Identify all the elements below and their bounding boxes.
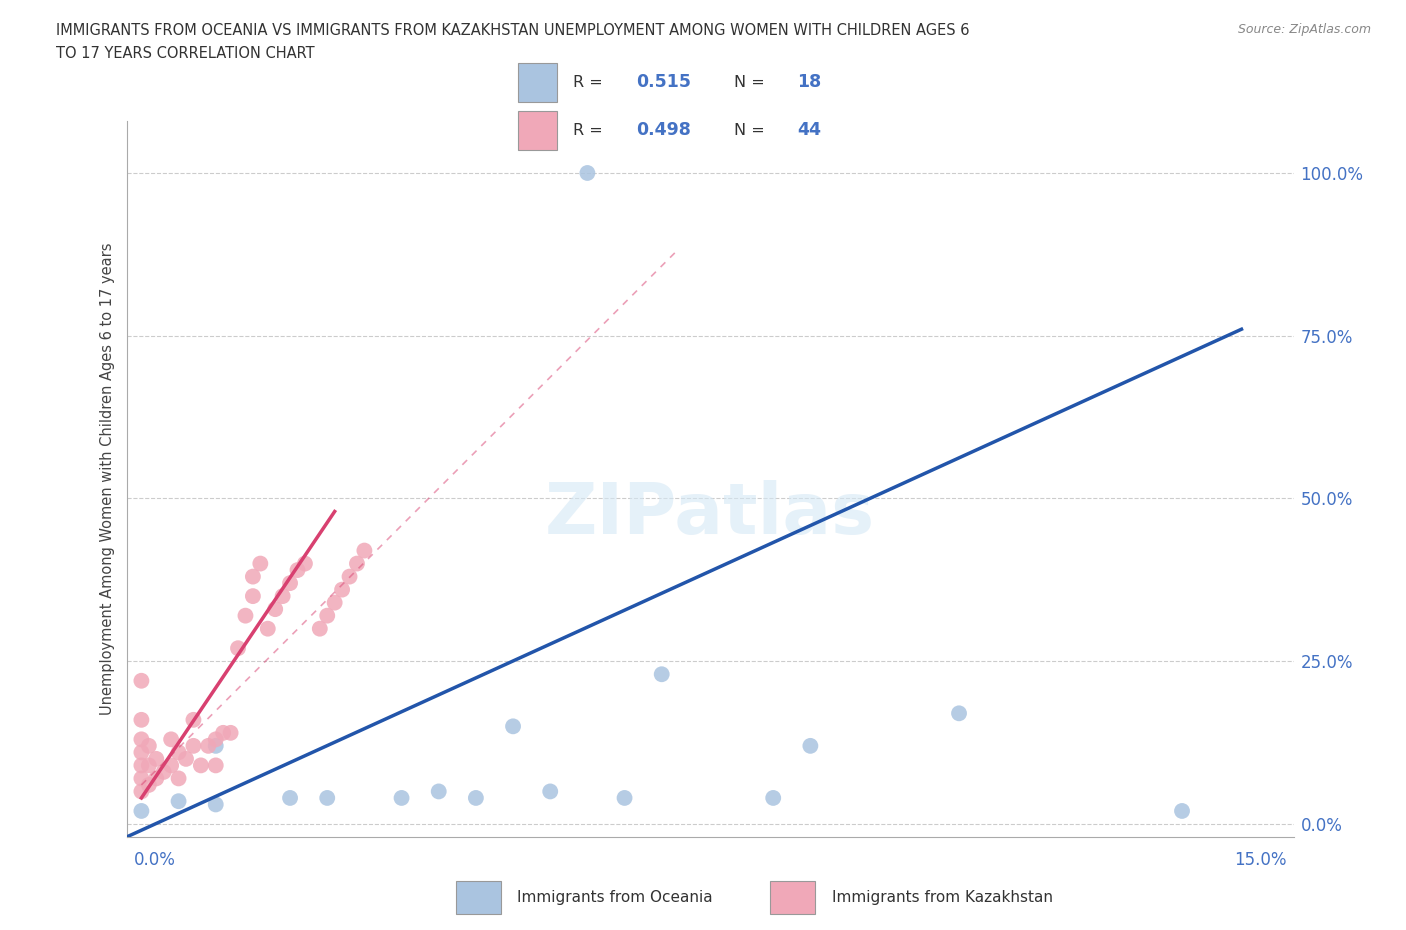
Point bbox=[138, 738, 160, 753]
Point bbox=[138, 777, 160, 792]
Point bbox=[131, 673, 153, 688]
Point bbox=[330, 582, 353, 597]
Point bbox=[197, 738, 219, 753]
Point bbox=[256, 621, 278, 636]
Y-axis label: Unemployment Among Women with Children Ages 6 to 17 years: Unemployment Among Women with Children A… bbox=[100, 243, 115, 715]
Point bbox=[242, 589, 264, 604]
Point bbox=[160, 758, 183, 773]
Point bbox=[190, 758, 212, 773]
Point bbox=[1171, 804, 1194, 818]
FancyBboxPatch shape bbox=[456, 882, 501, 913]
Text: N =: N = bbox=[734, 75, 770, 90]
Point bbox=[167, 745, 190, 760]
Point bbox=[131, 804, 153, 818]
Point bbox=[131, 732, 153, 747]
Point bbox=[464, 790, 486, 805]
Point bbox=[271, 589, 294, 604]
Point bbox=[278, 576, 301, 591]
Text: 18: 18 bbox=[797, 73, 821, 91]
Point bbox=[391, 790, 413, 805]
Text: R =: R = bbox=[574, 75, 607, 90]
Point bbox=[131, 745, 153, 760]
Point bbox=[204, 797, 226, 812]
Point bbox=[235, 608, 257, 623]
Text: 0.515: 0.515 bbox=[636, 73, 692, 91]
Point bbox=[183, 712, 205, 727]
Point bbox=[219, 725, 242, 740]
Text: TO 17 YEARS CORRELATION CHART: TO 17 YEARS CORRELATION CHART bbox=[56, 46, 315, 61]
FancyBboxPatch shape bbox=[517, 63, 557, 102]
Point bbox=[167, 794, 190, 809]
Text: 15.0%: 15.0% bbox=[1234, 851, 1286, 870]
Point bbox=[249, 556, 271, 571]
Point bbox=[278, 790, 301, 805]
Point bbox=[613, 790, 636, 805]
Point bbox=[131, 758, 153, 773]
Point bbox=[226, 641, 249, 656]
Point bbox=[152, 764, 174, 779]
Text: 0.498: 0.498 bbox=[636, 122, 690, 140]
Text: ZIPatlas: ZIPatlas bbox=[546, 480, 875, 550]
Text: 0.0%: 0.0% bbox=[134, 851, 176, 870]
Point bbox=[204, 732, 226, 747]
Point bbox=[212, 725, 235, 740]
Point bbox=[145, 771, 167, 786]
Point bbox=[427, 784, 450, 799]
Point bbox=[287, 563, 309, 578]
Point bbox=[264, 602, 287, 617]
Point bbox=[131, 784, 153, 799]
Point bbox=[948, 706, 970, 721]
FancyBboxPatch shape bbox=[517, 111, 557, 150]
Point bbox=[167, 771, 190, 786]
FancyBboxPatch shape bbox=[770, 882, 815, 913]
Point bbox=[651, 667, 673, 682]
Point bbox=[353, 543, 375, 558]
Point bbox=[131, 712, 153, 727]
Text: IMMIGRANTS FROM OCEANIA VS IMMIGRANTS FROM KAZAKHSTAN UNEMPLOYMENT AMONG WOMEN W: IMMIGRANTS FROM OCEANIA VS IMMIGRANTS FR… bbox=[56, 23, 970, 38]
Text: Immigrants from Kazakhstan: Immigrants from Kazakhstan bbox=[832, 890, 1053, 905]
Point bbox=[138, 758, 160, 773]
Point bbox=[538, 784, 561, 799]
Text: 44: 44 bbox=[797, 122, 821, 140]
Point bbox=[145, 751, 167, 766]
Point bbox=[160, 732, 183, 747]
Point bbox=[762, 790, 785, 805]
Point bbox=[576, 166, 599, 180]
Point bbox=[294, 556, 316, 571]
Text: R =: R = bbox=[574, 123, 607, 138]
Point bbox=[799, 738, 821, 753]
Point bbox=[502, 719, 524, 734]
Text: N =: N = bbox=[734, 123, 770, 138]
Text: Source: ZipAtlas.com: Source: ZipAtlas.com bbox=[1237, 23, 1371, 36]
Point bbox=[242, 569, 264, 584]
Point bbox=[308, 621, 330, 636]
Point bbox=[316, 790, 339, 805]
Point bbox=[174, 751, 197, 766]
Point bbox=[323, 595, 346, 610]
Point bbox=[204, 738, 226, 753]
Point bbox=[204, 758, 226, 773]
Point bbox=[183, 738, 205, 753]
Point bbox=[346, 556, 368, 571]
Text: Immigrants from Oceania: Immigrants from Oceania bbox=[517, 890, 713, 905]
Point bbox=[339, 569, 361, 584]
Point bbox=[131, 771, 153, 786]
Point bbox=[316, 608, 339, 623]
